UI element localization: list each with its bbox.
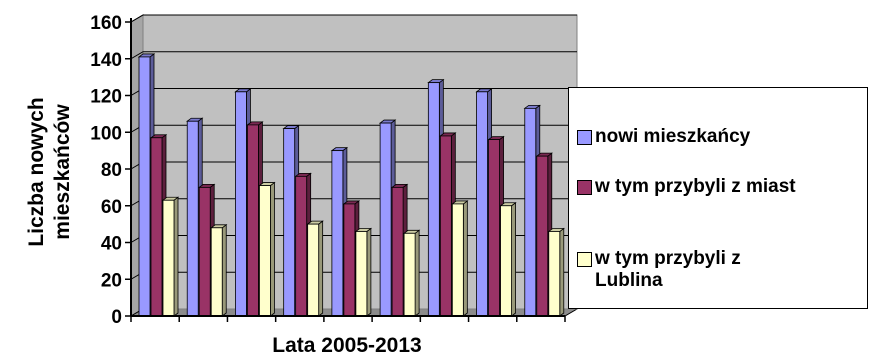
bar-side [366,227,372,317]
axes [130,18,566,322]
legend: nowi mieszkańcy w tym przybyli z miast w… [568,87,868,309]
y-tick-label: 20 [101,270,122,291]
bar-front [210,227,223,317]
bar-front [548,231,561,317]
bar-front [331,150,344,317]
bar [306,220,324,317]
y-axis-label-line2: mieszkańców [51,104,74,240]
bar-front [500,205,512,317]
bar-front [439,135,452,317]
bar-front [283,128,296,317]
bar [451,200,469,317]
bar [402,229,421,317]
legend-item-z-lublina: w tym przybyli z Lublina [577,248,767,292]
legend-label: w tym przybyli z miast [595,176,796,197]
legend-item-z-miast: w tym przybyli z miast [577,176,796,198]
gridline [130,51,577,60]
bar-front [259,185,271,317]
y-axis-label-line1: Liczba nowych [25,97,48,246]
bar-front [162,199,175,317]
y-tick-label: 160 [90,13,122,34]
bar-side [318,220,324,317]
bar-front [295,175,308,317]
bar [210,224,228,317]
bar-front [138,56,151,317]
bar-side [559,227,565,317]
y-tick-label: 60 [101,197,122,218]
bar-front [355,231,368,317]
x-axis-label: Lata 2005-2013 [272,334,421,357]
bar-front [451,203,464,317]
bar-front [488,139,500,317]
bar-front [427,82,440,317]
y-tick-label: 140 [90,50,122,71]
legend-swatch [577,252,592,267]
bar-front [391,186,404,317]
bar [499,201,517,317]
bar [161,196,180,317]
bar [547,227,565,317]
bar-side [173,196,179,317]
bar-side [462,200,468,317]
bar-side [270,181,275,317]
y-tick-label: 100 [90,123,122,144]
bar-front [307,223,320,317]
bar-front [343,203,356,317]
legend-label: nowi mieszkańcy [595,126,751,147]
bar-front [379,122,392,317]
bar-front [524,107,537,317]
legend-label: w tym przybyli z Lublina [595,248,741,291]
y-tick-label: 80 [101,160,122,181]
bar-front [403,232,416,317]
bar-side [414,229,420,317]
bar-side [221,224,227,317]
bar-front [186,120,199,317]
y-tick-label: 40 [101,234,122,255]
y-tick-label: 0 [111,307,122,328]
legend-swatch [577,130,592,145]
gridline [130,14,577,23]
y-tick-labels: 0 20 40 60 80 100 120 140 160 [90,13,131,328]
legend-item-nowi-mieszkancy: nowi mieszkańcy [577,126,750,148]
bar-front [235,91,247,317]
bar-front [476,91,488,317]
bar-front [536,155,549,317]
legend-swatch [577,180,592,195]
bar-front [198,186,211,317]
bar-side [511,201,516,317]
bar-front [247,124,259,317]
y-tick-label: 120 [90,87,122,108]
bar [258,181,276,317]
bars [137,53,565,317]
bar-front [150,137,163,317]
bar [354,227,373,317]
